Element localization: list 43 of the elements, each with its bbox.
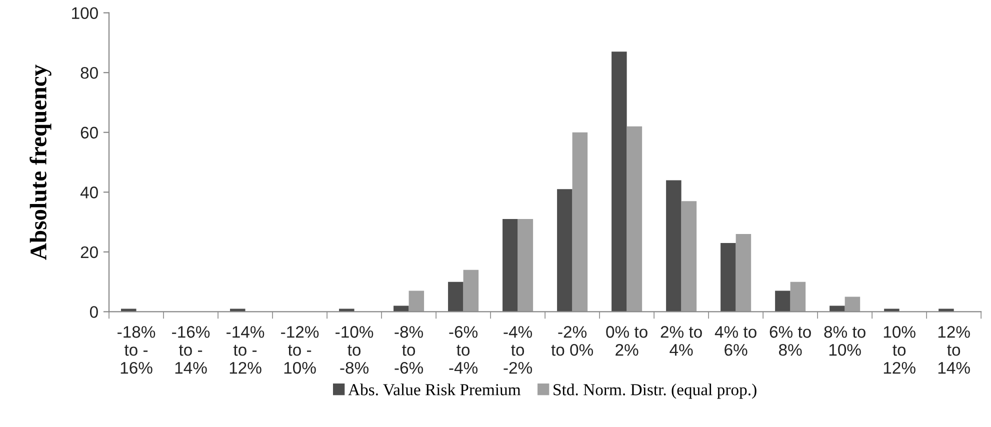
bar xyxy=(666,180,682,312)
y-tick-label: 60 xyxy=(80,126,98,139)
x-tick-label: -18% to - 16% xyxy=(118,326,156,374)
bar xyxy=(518,219,534,312)
y-tick-label: 80 xyxy=(80,66,98,79)
y-tick-label: 40 xyxy=(80,186,98,198)
x-tick-label: 12% to 14% xyxy=(938,326,970,374)
bar xyxy=(681,201,697,312)
bar xyxy=(790,282,806,312)
bar xyxy=(844,296,860,312)
bar xyxy=(448,282,464,312)
x-tick-label: 2% to 4% xyxy=(660,326,702,356)
x-tick-label: -8% to -6% xyxy=(394,326,424,374)
x-tick-label: -14% to - 12% xyxy=(226,326,264,374)
legend-label: Abs. Value Risk Premium xyxy=(348,384,521,396)
x-tick-label: -16% to - 14% xyxy=(172,326,210,374)
y-tick-label: 20 xyxy=(80,246,98,258)
bar xyxy=(557,189,572,312)
bar xyxy=(626,126,642,312)
y-axis-title: Absolute frequency xyxy=(30,64,52,260)
y-tick-label: 100 xyxy=(72,7,98,20)
x-tick-label: -4% to -2% xyxy=(504,326,532,374)
bar xyxy=(572,132,588,312)
bar xyxy=(736,234,752,312)
bar xyxy=(394,306,409,312)
x-tick-label: -6% to -4% xyxy=(449,326,478,374)
x-tick-label: 6% to 8% xyxy=(770,326,811,356)
y-tick-label: 0 xyxy=(90,306,98,318)
bar xyxy=(612,52,627,312)
x-tick-label: -10% to -8% xyxy=(336,326,374,374)
x-tick-label: 10% to 12% xyxy=(884,326,916,374)
bar xyxy=(408,290,424,312)
bar xyxy=(830,306,845,312)
bar xyxy=(720,242,736,312)
bar xyxy=(775,290,790,312)
bar xyxy=(463,270,479,312)
x-tick-label: -2% to 0% xyxy=(551,326,594,356)
x-tick-label: -12% to - 10% xyxy=(281,326,319,374)
bar xyxy=(502,219,518,312)
x-tick-label: 0% to 2% xyxy=(606,326,648,356)
legend-label: Std. Norm. Distr. (equal prop.) xyxy=(554,384,756,399)
x-tick-label: 8% to 10% xyxy=(824,326,866,356)
x-tick-label: 4% to 6% xyxy=(714,326,756,356)
